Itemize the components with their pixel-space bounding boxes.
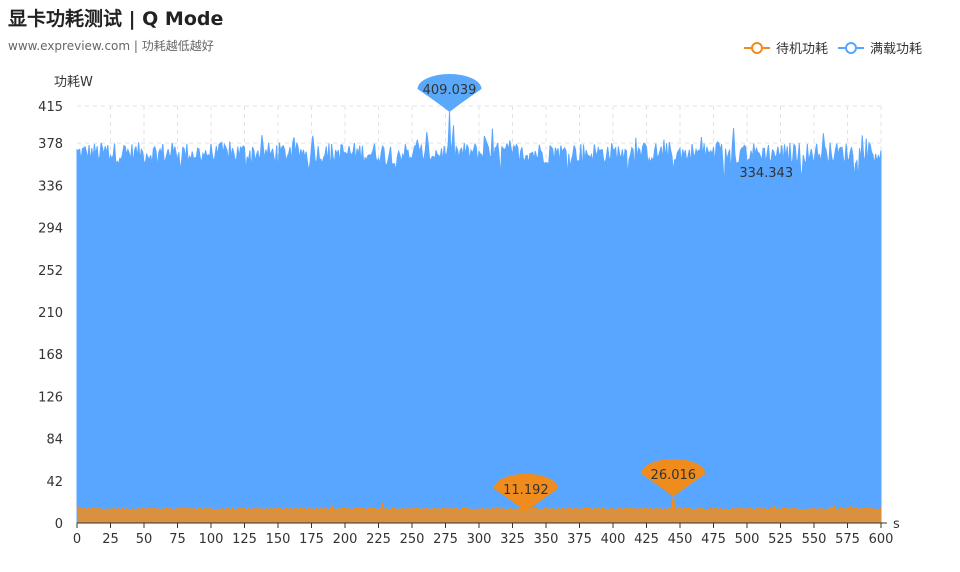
x-tick-label: 300 [467,532,492,547]
y-tick-label: 210 [38,306,63,321]
marker-bubble-max [641,458,706,497]
x-tick-label: 525 [768,532,793,547]
load-power-area [76,111,882,524]
series-layer [76,111,882,524]
x-tick-label: 275 [433,532,458,547]
chart-subtitle: www.expreview.com | 功耗越低越好 [8,39,214,53]
marker-label-max: 409.039 [423,83,477,98]
x-tick-label: 0 [73,532,81,547]
x-tick-label: 175 [299,532,324,547]
legend-load-label: 满载功耗 [869,42,922,57]
x-tick-label: 100 [199,532,224,547]
y-tick-label: 415 [38,100,63,115]
y-tick-label: 84 [46,433,63,448]
axes: 0 25 50 75 100 125 150 175 200 225 250 275 300 325 350… [38,75,900,547]
legend-item-load[interactable]: 满载功耗 [837,38,922,57]
y-tick-label: 168 [38,348,63,363]
min-load-label: 334.343 [739,166,793,181]
x-tick-label: 375 [567,532,592,547]
x-tick-label: 450 [668,532,693,547]
x-tick-label: 200 [333,532,358,547]
x-tick-label: 50 [136,532,153,547]
x-tick-label: 325 [500,532,525,547]
y-tick-label: 294 [38,222,63,237]
x-tick-label: 125 [232,532,257,547]
x-axis-label: s [893,517,900,532]
y-tick-label: 378 [38,137,63,152]
y-axis-label: 功耗W [54,75,93,90]
legend: 待机功耗 满载功耗 [734,38,922,57]
x-tick-label: 475 [701,532,726,547]
marker-label-min: 11.192 [503,483,549,498]
x-tick-label: 575 [835,532,860,547]
marker-label-max: 26.016 [651,468,697,483]
chart-title: 显卡功耗测试 | Q Mode [8,8,224,30]
x-tick-label: 425 [634,532,659,547]
x-tick-label: 550 [802,532,827,547]
y-tick-label: 0 [55,517,63,532]
y-tick-label: 252 [38,264,63,279]
x-tick-label: 225 [366,532,391,547]
marker-bubble-max [417,73,482,112]
annotations: 409.039 334.343 11.192 26.016 [417,73,793,512]
x-tick-label: 500 [735,532,760,547]
legend-item-idle[interactable]: 待机功耗 [743,38,828,57]
legend-load-marker-icon [837,41,864,54]
x-tick-label: 600 [869,532,894,547]
x-tick-label: 400 [601,532,626,547]
x-tick-label: 75 [169,532,186,547]
y-tick-label: 126 [38,390,63,405]
x-tick-label: 150 [266,532,291,547]
y-tick-label: 336 [38,179,63,194]
x-tick-label: 350 [534,532,559,547]
idle-power-line [76,496,882,514]
marker-bubble-min [493,473,558,512]
x-tick-label: 250 [400,532,425,547]
x-tick-label: 25 [102,532,119,547]
legend-idle-marker-icon [743,41,770,54]
legend-idle-label: 待机功耗 [775,42,828,57]
y-tick-label: 42 [46,475,63,490]
